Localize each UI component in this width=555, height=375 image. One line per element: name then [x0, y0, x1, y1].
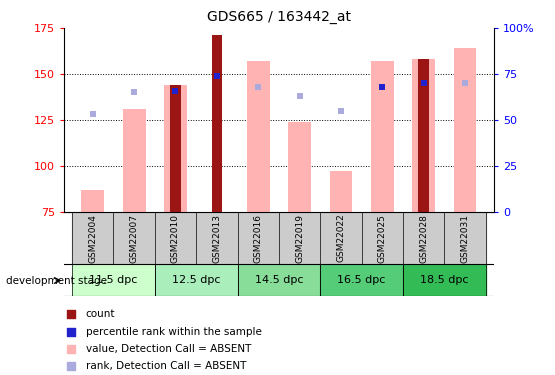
Text: GSM22007: GSM22007 — [130, 214, 139, 262]
Bar — [320, 212, 362, 264]
Point — [295, 93, 304, 99]
Bar — [418, 59, 429, 212]
Text: GSM22004: GSM22004 — [88, 214, 97, 262]
Point — [461, 80, 470, 86]
Bar — [371, 61, 393, 212]
Bar — [445, 212, 486, 264]
Text: GSM22016: GSM22016 — [254, 214, 263, 262]
Bar — [155, 264, 238, 296]
Bar — [362, 212, 403, 264]
Bar — [403, 212, 445, 264]
Point — [378, 84, 387, 90]
Bar — [247, 61, 270, 212]
Bar — [72, 212, 113, 264]
Point — [336, 108, 345, 114]
Bar — [164, 85, 187, 212]
Bar — [320, 264, 403, 296]
Bar — [72, 264, 155, 296]
Point — [419, 80, 428, 86]
Text: 14.5 dpc: 14.5 dpc — [255, 275, 303, 285]
Text: 16.5 dpc: 16.5 dpc — [337, 275, 386, 285]
Text: GSM22019: GSM22019 — [295, 214, 304, 262]
Point — [67, 311, 75, 317]
Text: GSM22022: GSM22022 — [336, 214, 345, 262]
Bar — [155, 212, 196, 264]
Text: GSM22031: GSM22031 — [461, 214, 470, 262]
Point — [213, 73, 221, 79]
Bar — [123, 109, 145, 212]
Bar — [196, 212, 238, 264]
Bar — [211, 36, 222, 212]
Bar — [453, 48, 476, 212]
Bar — [279, 212, 320, 264]
Text: count: count — [86, 309, 115, 319]
Bar — [238, 212, 279, 264]
Text: rank, Detection Call = ABSENT: rank, Detection Call = ABSENT — [86, 362, 246, 371]
Text: 12.5 dpc: 12.5 dpc — [172, 275, 220, 285]
Text: 11.5 dpc: 11.5 dpc — [89, 275, 138, 285]
Text: value, Detection Call = ABSENT: value, Detection Call = ABSENT — [86, 344, 251, 354]
Bar — [170, 85, 181, 212]
Point — [67, 346, 75, 352]
Bar — [330, 171, 352, 212]
Bar — [82, 190, 104, 212]
Title: GDS665 / 163442_at: GDS665 / 163442_at — [207, 10, 351, 24]
Text: GSM22013: GSM22013 — [213, 214, 221, 262]
Point — [67, 363, 75, 369]
Text: development stage: development stage — [6, 276, 107, 285]
Text: 18.5 dpc: 18.5 dpc — [420, 275, 468, 285]
Point — [88, 111, 97, 117]
Text: percentile rank within the sample: percentile rank within the sample — [86, 327, 261, 337]
Bar — [113, 212, 155, 264]
Bar — [403, 264, 486, 296]
Point — [171, 88, 180, 94]
Bar — [238, 264, 320, 296]
Point — [130, 90, 139, 96]
Point — [67, 328, 75, 334]
Text: GSM22028: GSM22028 — [419, 214, 428, 262]
Bar — [412, 59, 435, 212]
Text: GSM22025: GSM22025 — [378, 214, 387, 262]
Bar — [288, 122, 311, 212]
Text: GSM22010: GSM22010 — [171, 214, 180, 262]
Point — [254, 84, 263, 90]
